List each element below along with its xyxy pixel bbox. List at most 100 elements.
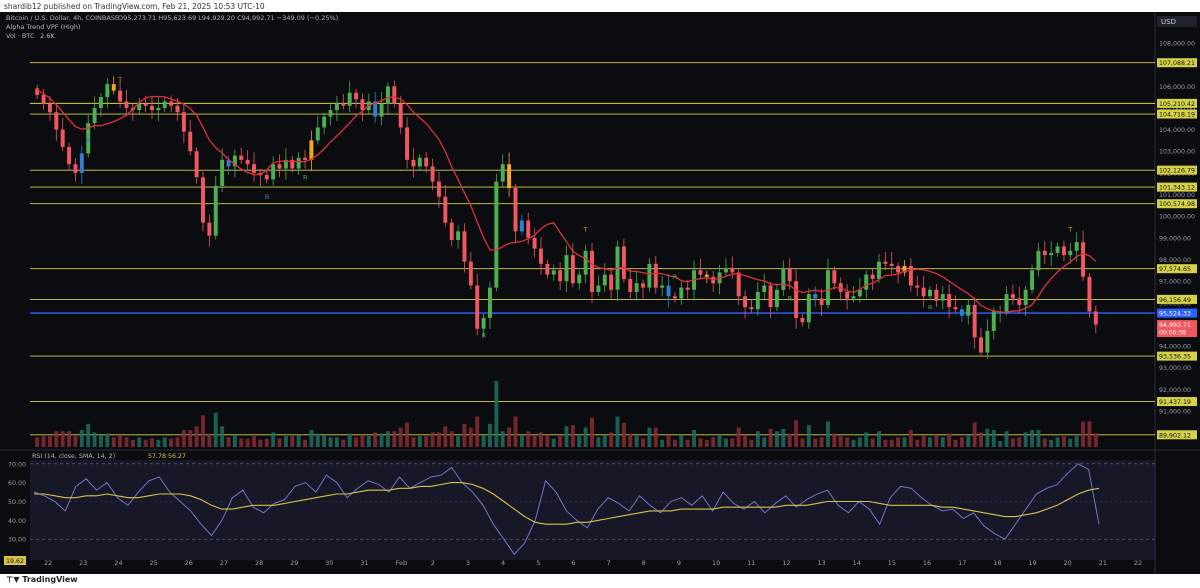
volume-bar bbox=[749, 439, 754, 447]
candle-body bbox=[334, 103, 339, 111]
volume-bar bbox=[590, 417, 594, 447]
candle-body bbox=[621, 246, 626, 279]
volume-bar bbox=[717, 434, 722, 447]
rsi-tick-label: 50.00 bbox=[8, 499, 26, 506]
volume-bar bbox=[290, 436, 295, 447]
candle-body bbox=[653, 263, 658, 288]
candle-body bbox=[156, 107, 161, 111]
volume-bar bbox=[641, 438, 646, 447]
candle-body bbox=[47, 103, 52, 113]
x-tick-label: 6 bbox=[571, 559, 575, 567]
legend-indicator-1: Alpha Trend VPF (High) bbox=[6, 23, 81, 31]
volume-bar bbox=[532, 434, 537, 447]
volume-bar bbox=[226, 437, 231, 447]
candle-body bbox=[201, 177, 205, 223]
rsi-tick-label: 60.00 bbox=[8, 480, 26, 487]
price-tick-label: 100,000.00 bbox=[1159, 214, 1195, 221]
volume-bar bbox=[711, 437, 716, 447]
volume-bar bbox=[1049, 439, 1054, 447]
volume-bar bbox=[723, 438, 728, 447]
candle-body bbox=[870, 274, 875, 279]
candle-body bbox=[832, 270, 837, 284]
rsi-ma-line bbox=[34, 482, 1100, 525]
volume-bar bbox=[86, 423, 91, 447]
volume-bar bbox=[79, 429, 84, 447]
volume-bar bbox=[1036, 429, 1041, 447]
candle-body bbox=[283, 159, 288, 169]
volume-bar bbox=[908, 429, 913, 447]
candle-body bbox=[730, 268, 735, 273]
candle-body bbox=[672, 296, 677, 299]
candle-body bbox=[825, 270, 830, 305]
volume-bar bbox=[35, 437, 40, 447]
price-tick-label: 92,000.00 bbox=[1159, 387, 1191, 394]
volume-bar bbox=[322, 434, 327, 447]
candle-body bbox=[1004, 294, 1009, 312]
candle-body bbox=[507, 164, 512, 189]
volume-bar bbox=[851, 439, 856, 447]
volume-bar bbox=[845, 437, 850, 447]
volume-bar bbox=[1087, 421, 1092, 447]
candle-body bbox=[271, 164, 276, 180]
volume-bar bbox=[819, 437, 824, 447]
last-price-label-bg bbox=[1157, 320, 1197, 338]
volume-bar bbox=[194, 426, 199, 447]
volume-bar bbox=[41, 436, 46, 447]
x-tick-label: 18 bbox=[993, 559, 1001, 567]
x-tick-label: 16 bbox=[923, 559, 931, 567]
last-price-label: 94,992.71 bbox=[1159, 322, 1191, 329]
x-tick-label: 14 bbox=[853, 559, 861, 567]
current-price-label-bg bbox=[1157, 308, 1197, 318]
candle-body bbox=[857, 289, 862, 297]
rsi-pane bbox=[30, 460, 1155, 560]
candle-body bbox=[1074, 242, 1079, 251]
candle-body bbox=[883, 261, 888, 264]
candle-body bbox=[634, 283, 639, 292]
candle-body bbox=[902, 265, 907, 273]
volume-bar bbox=[360, 434, 365, 447]
volume-bar bbox=[736, 427, 741, 447]
rsi-line bbox=[33, 463, 1100, 556]
volume-bar bbox=[258, 439, 263, 447]
volume-bar bbox=[201, 415, 205, 447]
candle-body bbox=[1055, 246, 1060, 253]
candle-body bbox=[373, 101, 378, 117]
volume-bar bbox=[341, 439, 346, 447]
volume-bar bbox=[928, 437, 932, 447]
candle-body bbox=[800, 317, 805, 323]
volume-bar bbox=[762, 437, 767, 447]
volume-bar bbox=[500, 431, 505, 447]
candle-body bbox=[143, 103, 148, 106]
candle-body bbox=[1010, 294, 1015, 299]
legend-ohlc: O95,273.71 H95,623.69 L94,929.20 C94,992… bbox=[118, 14, 338, 22]
candle-body bbox=[1081, 242, 1086, 277]
candle-body bbox=[105, 84, 110, 98]
level-label-bg bbox=[1157, 199, 1197, 209]
publisher-caption: shardib12 published on TradingView.com, … bbox=[4, 2, 265, 11]
volume-bar bbox=[309, 429, 314, 447]
candle-body bbox=[819, 298, 824, 305]
candle-body bbox=[213, 185, 218, 236]
chart-canvas[interactable]: 91,000.0092,000.0093,000.0094,000.0095,0… bbox=[0, 12, 1200, 574]
volume-bar bbox=[1017, 437, 1022, 447]
candle-body bbox=[436, 181, 441, 197]
candle-body bbox=[379, 103, 384, 117]
candle-body bbox=[519, 220, 524, 232]
volume-bar bbox=[583, 427, 588, 447]
volume-bar bbox=[653, 427, 658, 447]
candle-body bbox=[385, 86, 390, 104]
volume-bar bbox=[806, 425, 811, 447]
volume-bar bbox=[755, 431, 760, 447]
volume-bar bbox=[143, 439, 148, 447]
candle-body bbox=[921, 287, 926, 297]
rsi-legend-values: 57.78 56.27 bbox=[148, 453, 186, 460]
candle-body bbox=[539, 248, 543, 264]
x-tick-label: 26 bbox=[185, 559, 193, 567]
volume-bar bbox=[857, 437, 862, 447]
volume-bar bbox=[832, 433, 837, 447]
volume-bar bbox=[864, 432, 869, 447]
volume-bar bbox=[979, 432, 983, 447]
x-tick-label: 25 bbox=[149, 559, 157, 567]
current-price-label: 95,524.33 bbox=[1159, 311, 1191, 318]
volume-bar bbox=[283, 436, 288, 447]
